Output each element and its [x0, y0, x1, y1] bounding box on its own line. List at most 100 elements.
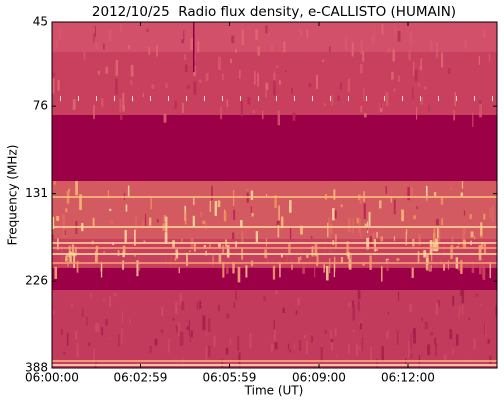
texture	[266, 194, 268, 197]
texture	[437, 228, 439, 239]
texture	[369, 209, 371, 214]
texture	[220, 106, 222, 120]
texture	[394, 25, 396, 30]
texture	[129, 318, 131, 324]
texture	[118, 334, 120, 347]
texture	[108, 29, 112, 42]
texture	[291, 264, 293, 271]
texture	[284, 70, 287, 73]
texture	[181, 39, 184, 44]
x-tick-label: 06:02:59	[114, 371, 168, 385]
texture	[329, 246, 332, 254]
texture	[208, 345, 211, 358]
texture	[300, 256, 302, 261]
texture	[352, 300, 355, 308]
texture	[439, 259, 442, 263]
texture	[306, 29, 309, 38]
texture	[316, 254, 319, 265]
stripe	[52, 360, 497, 362]
texture	[315, 74, 319, 90]
texture	[452, 295, 455, 306]
texture	[255, 231, 259, 242]
texture	[164, 253, 167, 266]
texture	[222, 261, 225, 278]
texture	[360, 40, 363, 55]
texture	[458, 242, 460, 246]
texture	[103, 251, 105, 254]
texture	[240, 220, 243, 228]
texture	[401, 209, 404, 222]
texture	[447, 260, 449, 270]
texture	[233, 209, 236, 220]
texture	[73, 252, 76, 269]
texture	[406, 229, 408, 235]
texture	[457, 263, 461, 271]
texture	[225, 347, 229, 355]
texture	[232, 261, 235, 274]
marker	[384, 96, 385, 101]
texture	[414, 69, 418, 82]
texture	[381, 346, 384, 362]
texture	[460, 192, 463, 197]
texture	[398, 75, 400, 83]
texture	[63, 352, 66, 355]
plot-frame	[51, 21, 498, 369]
texture	[380, 236, 384, 242]
texture	[335, 234, 337, 250]
texture	[347, 78, 351, 93]
marker	[348, 96, 349, 101]
texture	[181, 301, 185, 310]
texture	[273, 72, 276, 86]
texture	[97, 70, 101, 75]
texture	[352, 304, 356, 321]
x-axis-label: Time (UT)	[244, 384, 304, 398]
texture	[387, 311, 390, 315]
texture	[437, 300, 441, 307]
texture	[278, 80, 281, 85]
texture	[149, 345, 152, 353]
texture	[164, 232, 168, 244]
texture	[478, 55, 481, 65]
texture	[460, 260, 463, 274]
texture	[434, 337, 436, 345]
texture	[161, 306, 164, 316]
texture	[285, 253, 289, 265]
texture	[71, 244, 74, 257]
stripe	[52, 364, 497, 366]
texture	[213, 336, 216, 347]
texture	[443, 354, 447, 361]
texture	[288, 243, 291, 255]
texture	[94, 251, 98, 263]
x-tick-label: 06:12:00	[381, 371, 435, 385]
texture	[471, 259, 475, 273]
texture	[100, 262, 103, 278]
texture	[237, 336, 240, 351]
texture	[334, 256, 336, 272]
texture	[68, 188, 70, 193]
texture	[172, 317, 175, 321]
texture	[458, 305, 461, 320]
texture	[182, 332, 184, 346]
texture	[380, 101, 383, 109]
texture	[300, 225, 303, 235]
texture	[231, 35, 235, 44]
texture	[368, 212, 371, 227]
texture	[332, 208, 335, 221]
texture	[67, 254, 70, 258]
texture	[442, 243, 445, 258]
texture	[416, 106, 418, 120]
texture	[257, 72, 259, 87]
texture	[95, 322, 98, 332]
marker	[132, 96, 133, 101]
texture	[122, 245, 126, 254]
texture	[287, 343, 290, 350]
texture	[397, 31, 401, 42]
texture	[96, 323, 100, 333]
texture	[349, 267, 351, 270]
texture	[329, 223, 333, 234]
texture	[408, 49, 411, 61]
texture	[108, 296, 112, 307]
texture	[122, 260, 124, 270]
texture	[351, 42, 354, 57]
